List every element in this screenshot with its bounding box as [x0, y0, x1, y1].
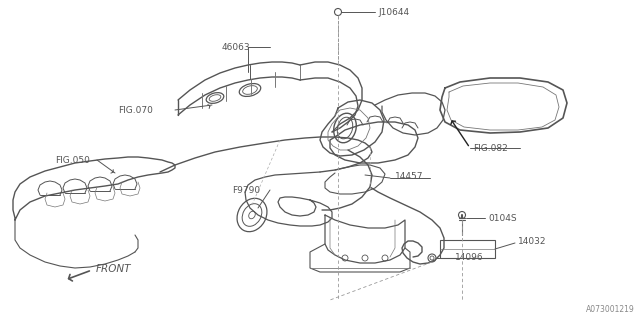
- Text: 14032: 14032: [518, 236, 547, 245]
- Text: FIG.082: FIG.082: [473, 143, 508, 153]
- Bar: [440, 240, 495, 258]
- Text: FIG.050: FIG.050: [55, 156, 90, 164]
- Text: 0104S: 0104S: [488, 213, 516, 222]
- Text: 14096: 14096: [455, 252, 484, 261]
- Text: J10644: J10644: [378, 7, 409, 17]
- Text: 46063: 46063: [222, 43, 251, 52]
- Text: A073001219: A073001219: [586, 305, 635, 314]
- Text: F9790: F9790: [232, 186, 260, 195]
- Text: 14457: 14457: [395, 172, 424, 180]
- Text: FRONT: FRONT: [96, 264, 131, 274]
- Text: FIG.070: FIG.070: [118, 106, 153, 115]
